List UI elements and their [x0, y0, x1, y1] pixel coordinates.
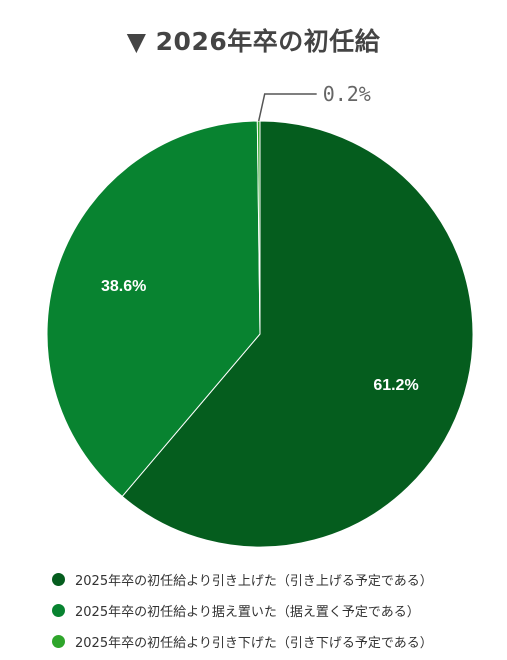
legend-label-raised: 2025年卒の初任給より引き上げた（引き上げる予定である） [75, 574, 433, 589]
legend-label-unchanged: 2025年卒の初任給より据え置いた（据え置く予定である） [75, 605, 420, 620]
chart-legend: 2025年卒の初任給より引き上げた（引き上げる予定である） 2025年卒の初任給… [52, 564, 433, 657]
legend-swatch-unchanged [52, 604, 65, 617]
legend-item-raised: 2025年卒の初任給より引き上げた（引き上げる予定である） [52, 564, 433, 595]
slice-value-label-raised: 61.2% [373, 377, 418, 394]
slice-value-label-lowered: 0.2% [323, 82, 371, 106]
pie-slice-raised [121, 120, 474, 548]
legend-swatch-raised [52, 573, 65, 586]
legend-label-lowered: 2025年卒の初任給より引き下げた（引き下げる予定である） [75, 636, 433, 651]
legend-item-unchanged: 2025年卒の初任給より据え置いた（据え置く予定である） [52, 595, 433, 626]
leader-line-lowered [257, 93, 317, 122]
legend-swatch-lowered [52, 635, 65, 648]
chart-title: ▼ 2026年卒の初任給 [126, 27, 381, 56]
slice-value-label-unchanged: 38.6% [101, 278, 146, 295]
pie-slice-lowered [256, 120, 261, 335]
pie-chart: 61.2% 38.6% 0.2% [46, 82, 474, 548]
pie-slice-unchanged [46, 120, 261, 498]
legend-item-lowered: 2025年卒の初任給より引き下げた（引き下げる予定である） [52, 626, 433, 657]
